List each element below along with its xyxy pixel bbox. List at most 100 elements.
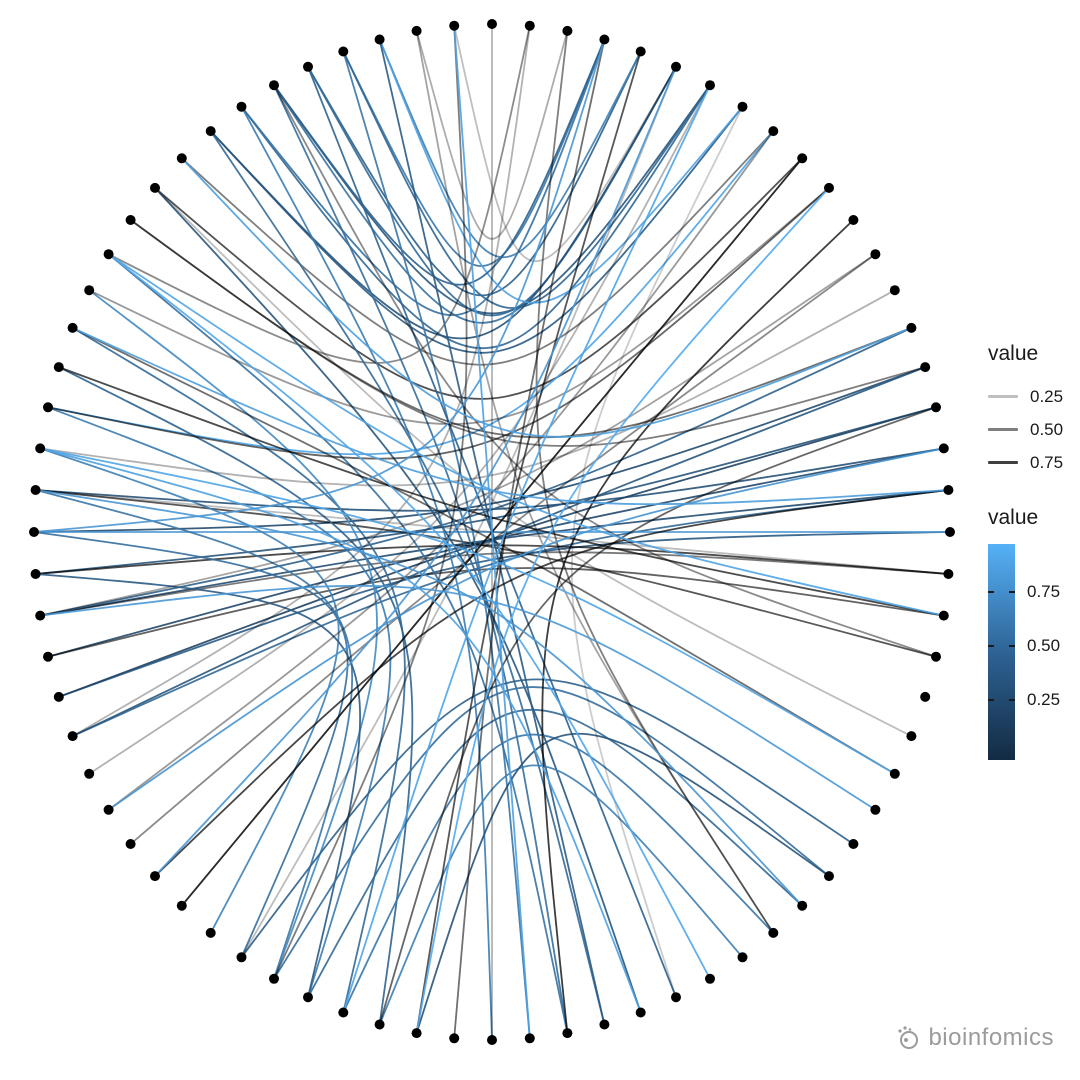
graph-node — [236, 952, 247, 963]
graph-edge — [33, 366, 927, 533]
alpha-legend-label: 0.75 — [1030, 452, 1064, 472]
alpha-swatch-line-icon — [988, 395, 1018, 398]
graph-node — [29, 527, 39, 537]
tick-mark-icon — [988, 644, 994, 647]
graph-edge — [107, 130, 775, 811]
graph-edge — [209, 130, 606, 1026]
graph-node — [84, 285, 95, 296]
graph-node — [768, 126, 779, 137]
graph-node — [84, 768, 95, 779]
graph-edge — [33, 531, 349, 959]
graph-edge — [342, 84, 711, 1014]
graph-node — [797, 900, 808, 911]
graph-node — [938, 443, 949, 454]
graph-edge — [39, 447, 340, 934]
graph-node — [449, 20, 460, 31]
graph-node — [30, 569, 41, 579]
graph-edge — [307, 50, 642, 297]
graph-node — [705, 973, 715, 984]
graph-edge — [342, 733, 775, 1014]
graph-node — [945, 527, 955, 537]
graph-node — [920, 362, 931, 373]
graph-edge — [342, 50, 711, 309]
graph-node — [870, 804, 881, 815]
graph-edge — [273, 24, 468, 980]
graph-node — [635, 1007, 646, 1018]
graph-node — [599, 34, 610, 45]
graph-node — [269, 80, 279, 91]
color-gradient-wrap: 0.75 0.50 0.25 — [988, 544, 1078, 760]
graph-node — [236, 101, 247, 112]
graph-node — [53, 691, 64, 702]
graph-edge — [34, 544, 950, 575]
alpha-swatch-line-icon — [988, 428, 1018, 431]
graph-node — [768, 927, 779, 938]
graph-node — [103, 804, 114, 815]
tick-mark-icon — [988, 590, 994, 593]
alpha-legend-title: value — [988, 342, 1039, 365]
graph-edge — [273, 38, 606, 286]
graph-edge — [307, 709, 804, 999]
graph-node — [411, 25, 422, 36]
graph-node — [35, 443, 46, 454]
graph-edge — [154, 489, 950, 877]
color-legend: value 0.75 0.50 0.25 — [988, 506, 1078, 760]
graph-node — [53, 362, 64, 373]
graph-node — [35, 610, 46, 621]
graph-edge — [47, 406, 392, 999]
graph-edge — [273, 84, 711, 315]
graph-node — [931, 651, 941, 662]
graph-edge — [415, 187, 830, 1034]
graph-node — [205, 126, 216, 137]
graph-node — [705, 80, 715, 91]
graph-node — [671, 61, 681, 72]
alpha-legend-item: 0.25 — [988, 380, 1063, 413]
graph-edge — [107, 253, 569, 1034]
graph-edge — [378, 406, 937, 1026]
graph-node — [150, 871, 160, 882]
graph-node — [848, 215, 859, 225]
graph-node — [103, 249, 114, 260]
color-legend-title: value — [988, 506, 1039, 529]
graph-node — [671, 992, 681, 1003]
graph-node — [824, 182, 834, 193]
alpha-legend-label: 0.25 — [1030, 386, 1064, 406]
graph-edge — [107, 253, 945, 617]
graph-node — [824, 871, 834, 882]
graph-node — [43, 402, 53, 413]
graph-edge — [129, 219, 927, 447]
graph-node — [303, 61, 313, 72]
graph-node — [870, 249, 881, 260]
graph-edge — [34, 489, 804, 907]
graph-edge — [107, 447, 945, 811]
graph-edge — [71, 24, 531, 737]
graph-node — [374, 1019, 385, 1030]
graph-edge — [273, 84, 569, 1034]
graph-node — [562, 25, 573, 36]
graph-node — [487, 1035, 497, 1045]
graph-edge — [107, 24, 531, 364]
alpha-swatch-line-icon — [988, 461, 1018, 464]
graph-edge — [129, 219, 913, 439]
graph-node — [67, 322, 78, 333]
graph-node — [931, 402, 941, 413]
graph-node — [449, 1033, 460, 1044]
graph-node — [906, 322, 917, 333]
graph-node — [889, 285, 900, 296]
graph-node — [303, 992, 313, 1003]
graph-node — [176, 153, 187, 164]
graph-edge — [273, 84, 937, 658]
graph-edge — [453, 38, 606, 1040]
tick-mark-icon — [1009, 698, 1015, 701]
graph-edge — [378, 38, 642, 258]
graph-node — [635, 46, 646, 57]
graph-edge — [240, 84, 711, 350]
alpha-legend-item: 0.75 — [988, 446, 1063, 479]
graph-edge — [129, 253, 877, 845]
graph-node — [943, 485, 954, 495]
graph-edge — [541, 219, 855, 1034]
tick-mark-icon — [1009, 590, 1015, 593]
graph-edge — [57, 366, 945, 617]
